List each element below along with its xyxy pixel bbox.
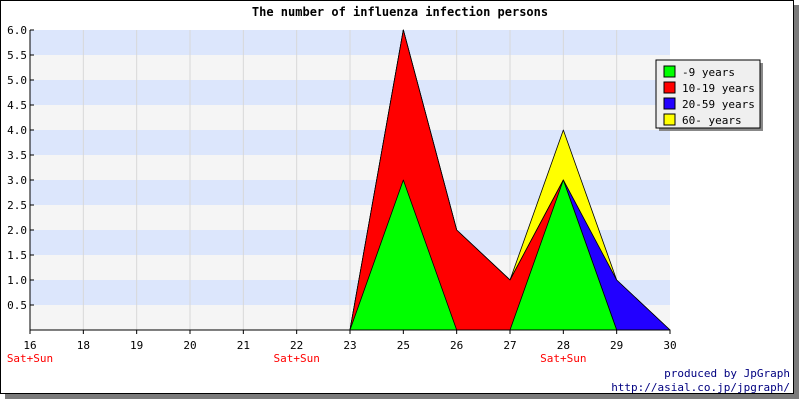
legend-swatch	[663, 97, 676, 110]
chart-title: The number of influenza infection person…	[252, 5, 548, 19]
x-tick-label: 26	[450, 339, 463, 352]
y-tick-label: 1.0	[7, 274, 27, 287]
x-tick-label: 20	[183, 339, 196, 352]
y-tick-label: 4.0	[7, 124, 27, 137]
x-tick-label: 27	[503, 339, 516, 352]
y-tick-label: 6.0	[7, 24, 27, 37]
weekend-label: Sat+Sun	[540, 352, 586, 365]
legend-label: 20-59 years	[682, 98, 755, 111]
x-tick-label: 16	[23, 339, 36, 352]
credit-link[interactable]: http://asial.co.jp/jpgraph/	[611, 381, 790, 394]
x-axis-ticks: 16 18 19 20 21 22 23 25 26 27 28 29 30 Sat+Sun Sat+Sun…	[7, 330, 677, 365]
legend-swatch	[663, 65, 676, 78]
x-tick-label: 23	[343, 339, 356, 352]
x-tick-label: 18	[77, 339, 90, 352]
x-tick-label: 25	[397, 339, 410, 352]
x-tick-label: 28	[557, 339, 570, 352]
legend-swatch	[663, 113, 676, 126]
y-tick-label: 1.5	[7, 249, 27, 262]
legend: -9 years 10-19 years 20-59 years 60- years	[655, 59, 763, 131]
y-axis-ticks: 1.0 1.5 2.0 2.5 3.0 3.5 4.0 4.5 5.0 5.5 6.0 0.5	[7, 24, 34, 312]
legend-label: -9 years	[682, 66, 735, 79]
y-tick-label: 2.0	[7, 224, 27, 237]
legend-label: 10-19 years	[682, 82, 755, 95]
y-tick-label: 5.5	[7, 49, 27, 62]
y-tick-label: 3.5	[7, 149, 27, 162]
y-tick-label: 5.0	[7, 74, 27, 87]
x-tick-label: 19	[130, 339, 143, 352]
y-tick-label: 2.5	[7, 199, 27, 212]
x-tick-label: 29	[610, 339, 623, 352]
x-tick-label: 21	[237, 339, 250, 352]
weekend-label: Sat+Sun	[7, 352, 53, 365]
y-tick-label: 4.5	[7, 99, 27, 112]
credit-line-1: produced by JpGraph	[664, 367, 790, 380]
legend-swatch	[663, 81, 676, 94]
x-tick-label: 22	[290, 339, 303, 352]
y-tick-label: 3.0	[7, 174, 27, 187]
weekend-label: Sat+Sun	[273, 352, 319, 365]
legend-label: 60- years	[682, 114, 742, 127]
x-tick-label: 30	[663, 339, 676, 352]
y-tick-label: 0.5	[7, 299, 27, 312]
